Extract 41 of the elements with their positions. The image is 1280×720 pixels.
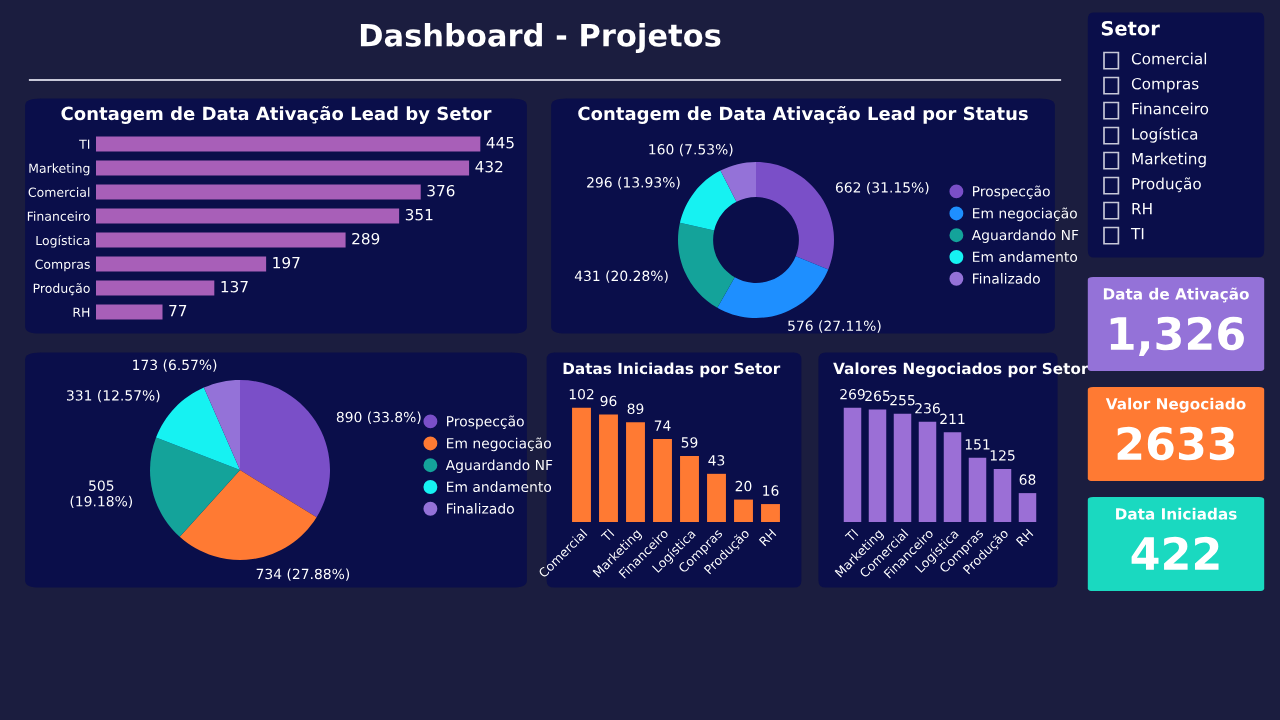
bar (943, 432, 962, 522)
bar (96, 136, 481, 152)
bar (653, 439, 672, 522)
bar (96, 280, 215, 296)
bar (734, 499, 753, 522)
donut-slice (756, 162, 834, 270)
chart-title: Contagem de Data Ativação Lead por Status (578, 105, 1028, 124)
pie-slice (150, 437, 240, 537)
donut-slice (679, 170, 737, 231)
bar (96, 232, 346, 248)
text: 422 (1131, 536, 1219, 570)
chart-title: Contagem de Data Ativação Lead by Setor (61, 105, 492, 124)
text: Setor (1101, 20, 1160, 36)
bar (843, 407, 862, 522)
donut-slice (717, 256, 829, 318)
bar (626, 422, 645, 522)
bar (680, 455, 699, 522)
bar (1018, 493, 1037, 522)
pie-slice (179, 470, 317, 560)
pie-slice (240, 380, 330, 518)
bar (572, 407, 591, 522)
bar (599, 414, 618, 522)
bar (96, 160, 470, 176)
bar (761, 504, 780, 522)
pie-slice (203, 380, 240, 470)
bar (96, 304, 163, 320)
bar (96, 256, 267, 272)
bar (968, 457, 987, 522)
bar (868, 409, 887, 522)
bar (893, 413, 912, 522)
bar (96, 208, 400, 224)
text: 1,326 (1110, 316, 1244, 357)
text: Dashboard - Projetos (360, 23, 721, 53)
bar (707, 473, 726, 522)
bar (993, 468, 1012, 522)
pie-slice (156, 387, 240, 470)
text: 2633 (1117, 426, 1235, 461)
bar (918, 421, 937, 522)
donut-slice (720, 162, 756, 202)
bar (96, 184, 421, 200)
donut-slice (678, 222, 735, 308)
